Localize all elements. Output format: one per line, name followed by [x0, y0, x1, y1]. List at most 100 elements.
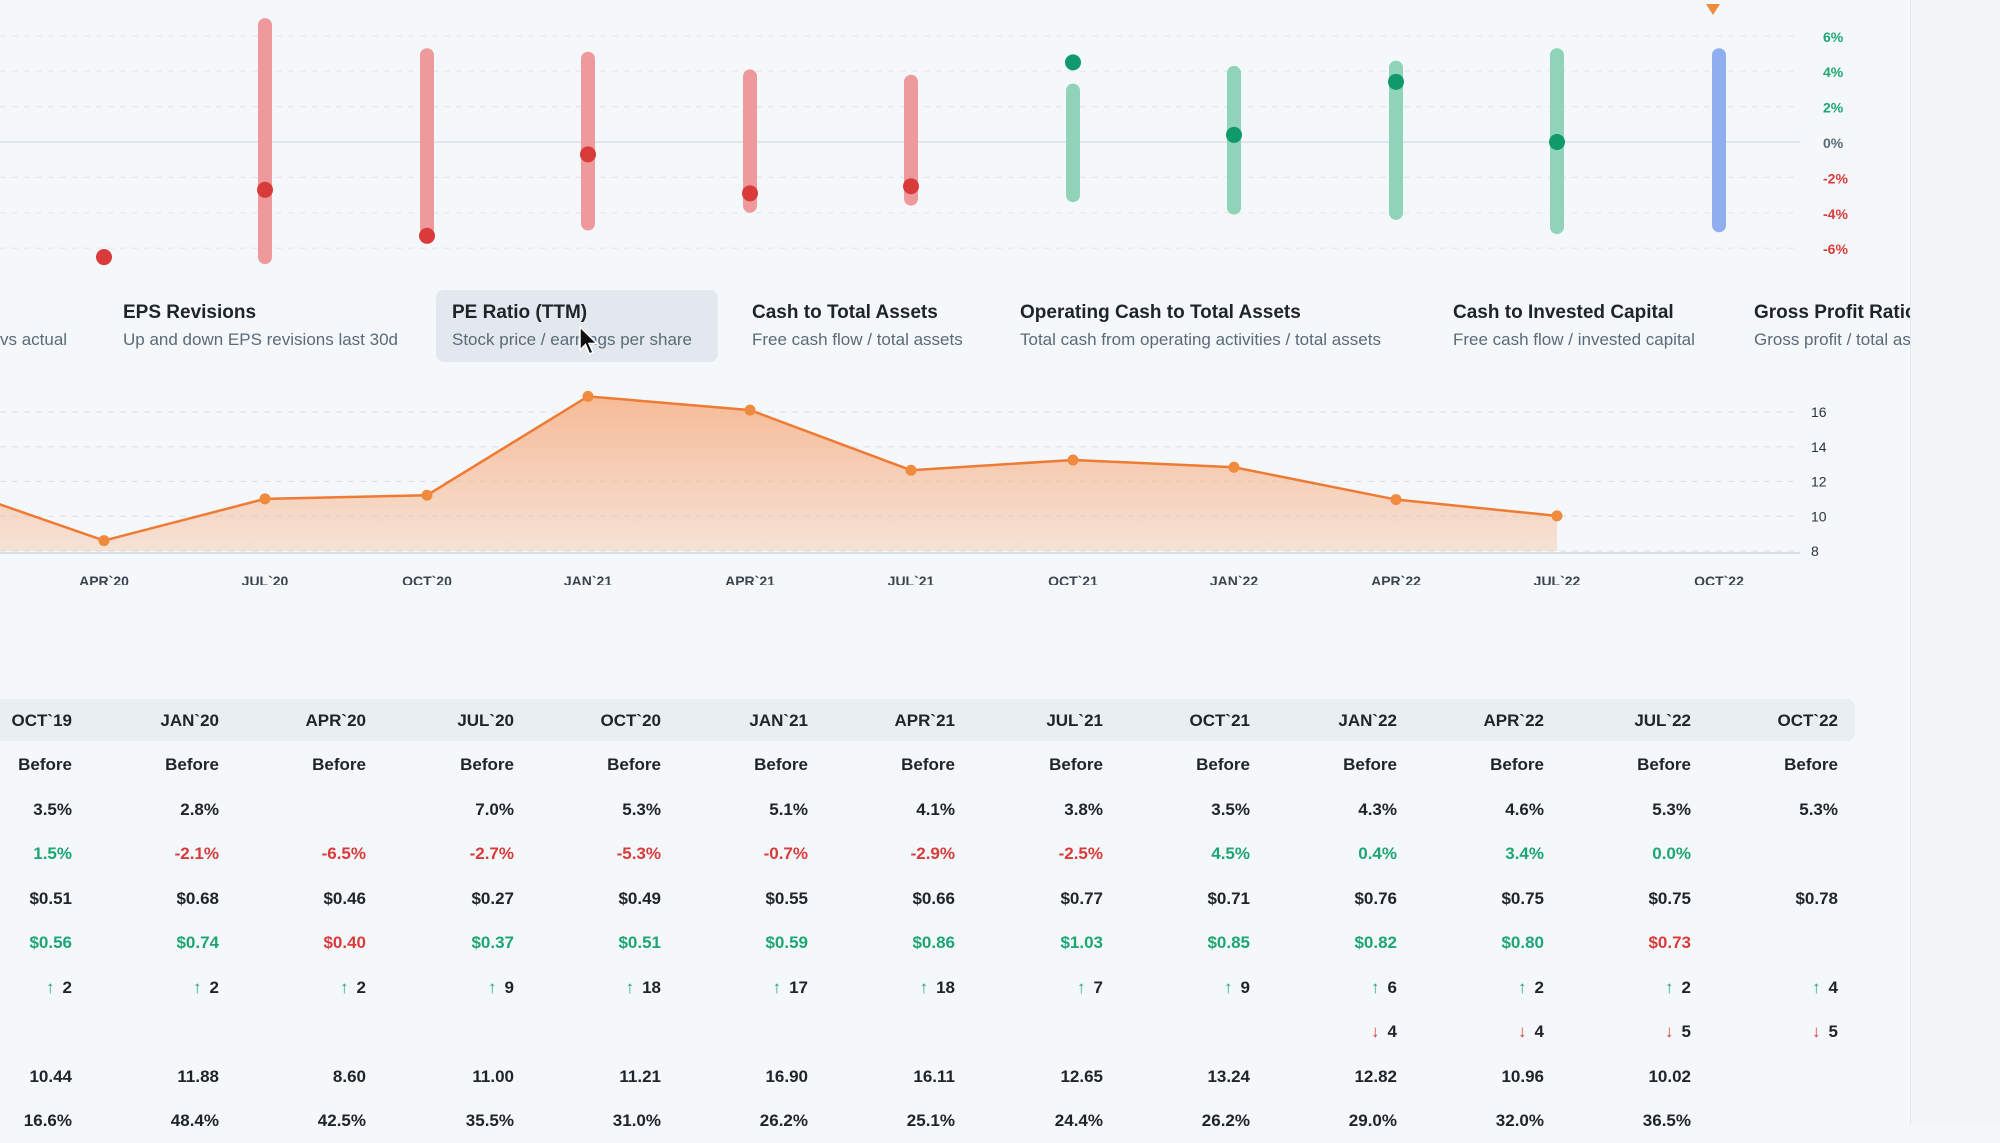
- revision-count: 6: [1387, 977, 1397, 997]
- table-cell: 16.90: [765, 1066, 808, 1086]
- revision-range-bar: [904, 74, 918, 206]
- y-tick-label: 12: [1811, 474, 1827, 490]
- pe-point: [1551, 510, 1563, 522]
- pe-ratio-chart: 16 14 12 10 8 APR`20 JUL`20 OCT`20 JAN`21 APR`21 J…: [0, 390, 1827, 585]
- table-row: 16.6% 48.4% 42.5% 35.5% 31.0% 26.2% 25.1% 24.4%…: [0, 1099, 1910, 1143]
- table-cell: $0.37: [471, 933, 514, 952]
- pe-point: [905, 464, 917, 476]
- table-cell: $0.56: [29, 933, 72, 952]
- metric-title: Gross Profit Ratio: [1754, 302, 1910, 323]
- arrow-up-icon: ↑: [625, 977, 635, 997]
- table-header: OCT`19 JAN`20 APR`20 JUL`20 OCT`20 JAN`21 APR`…: [0, 699, 1855, 741]
- table-cell: ↑ 2: [246, 978, 366, 998]
- tab-cash-to-total-assets[interactable]: Cash to Total Assets Free cash flow / to…: [736, 290, 986, 362]
- table-cell: 10.44: [29, 1066, 72, 1086]
- column-header[interactable]: OCT`21: [1189, 711, 1250, 730]
- column-header[interactable]: JAN`21: [749, 711, 808, 730]
- table-cell: ↑ 9: [394, 978, 514, 998]
- x-tick-label: OCT`22: [1694, 573, 1744, 585]
- table-cell: $0.49: [618, 888, 661, 908]
- metric-subtitle: Free cash flow / invested capital: [1453, 330, 1695, 349]
- table-cell: $0.78: [1795, 888, 1838, 908]
- revision-range-bar: [1389, 60, 1403, 220]
- revision-count: 2: [1681, 977, 1691, 997]
- metric-title: PE Ratio (TTM): [452, 302, 588, 323]
- table-cell: 24.4%: [1054, 1111, 1103, 1130]
- column-header[interactable]: APR`22: [1483, 711, 1544, 730]
- table-cell: ↑ 2: [1571, 978, 1691, 998]
- y-tick-label: -2%: [1823, 170, 1848, 186]
- table-cell: Before: [1049, 755, 1103, 774]
- y-tick-label: 14: [1811, 439, 1827, 455]
- revision-range-bar: [743, 69, 757, 213]
- column-header[interactable]: OCT`22: [1777, 711, 1838, 730]
- table-cell: 26.2%: [759, 1111, 808, 1130]
- tab-operating-cash-to-total-assets[interactable]: Operating Cash to Total Assets Total cas…: [1004, 290, 1424, 362]
- y-tick-label: 16: [1811, 404, 1827, 420]
- table-cell: 4.3%: [1358, 799, 1397, 819]
- table-cell: 5.1%: [769, 799, 808, 819]
- x-tick-label: JUL`20: [242, 573, 289, 585]
- x-tick-label: JAN`22: [1210, 573, 1258, 585]
- revision-count: 5: [1681, 1022, 1691, 1041]
- arrow-up-icon: ↑: [340, 977, 349, 997]
- column-header[interactable]: JUL`21: [1046, 711, 1103, 730]
- table-row: Before Before Before Before Before Before Befo…: [0, 743, 1910, 787]
- column-header[interactable]: JAN`20: [160, 711, 219, 730]
- table-cell: 29.0%: [1348, 1111, 1397, 1130]
- tab-previous-metric[interactable]: vs actual: [0, 290, 94, 362]
- metric-tabs: vs actual EPS Revisions Up and down EPS …: [0, 290, 1910, 368]
- table-cell: $0.55: [765, 888, 808, 908]
- revision-dot: [742, 185, 758, 202]
- table-cell: $0.59: [765, 933, 808, 952]
- table-cell: 5.3%: [622, 799, 661, 819]
- table-cell: $0.80: [1501, 933, 1544, 952]
- column-header[interactable]: JUL`22: [1634, 711, 1691, 730]
- table-cell: $0.75: [1501, 888, 1544, 908]
- arrow-up-icon: ↑: [1371, 977, 1380, 997]
- column-header[interactable]: OCT`20: [600, 711, 661, 730]
- column-header[interactable]: APR`20: [305, 711, 366, 730]
- table-cell: 11.88: [177, 1066, 219, 1086]
- tab-eps-revisions[interactable]: EPS Revisions Up and down EPS revisions …: [107, 290, 427, 362]
- table-cell: -5.3%: [616, 844, 661, 863]
- metric-subtitle: Stock price / earnings per share: [452, 330, 693, 349]
- table-cell: $0.75: [1648, 888, 1691, 908]
- y-tick-label: 6%: [1823, 29, 1844, 45]
- metric-title: EPS Revisions: [123, 302, 257, 323]
- table-cell: ↑ 18: [835, 978, 955, 998]
- y-tick-label: 0%: [1823, 135, 1844, 151]
- column-header[interactable]: APR`21: [894, 711, 955, 730]
- column-header[interactable]: JAN`22: [1338, 711, 1397, 730]
- pe-point: [259, 493, 271, 505]
- arrow-up-icon: ↑: [488, 977, 497, 997]
- table-cell: 16.6%: [23, 1111, 72, 1130]
- column-header[interactable]: OCT`19: [11, 711, 72, 730]
- revision-dot: [903, 178, 919, 195]
- table-cell: ↑ 9: [1130, 978, 1250, 998]
- x-tick-label: APR`21: [725, 573, 775, 585]
- pe-point: [98, 535, 110, 547]
- table-row: $0.51 $0.68 $0.46 $0.27 $0.49 $0.55 $0.66 $0.77…: [0, 877, 1910, 921]
- table-cell: 10.02: [1648, 1066, 1691, 1086]
- revision-dot: [1065, 54, 1081, 71]
- revision-count: 4: [1534, 1022, 1544, 1041]
- tab-gross-profit-ratio[interactable]: Gross Profit Ratio Gross profit / total …: [1738, 290, 1910, 362]
- table-cell: 5.3%: [1799, 799, 1838, 819]
- revision-count: 5: [1828, 1022, 1838, 1041]
- current-period-marker-icon: [1706, 4, 1720, 15]
- tab-cash-to-invested-capital[interactable]: Cash to Invested Capital Free cash flow …: [1437, 290, 1727, 362]
- table-cell: 36.5%: [1642, 1111, 1691, 1130]
- mouse-cursor-icon: [579, 326, 599, 355]
- table-cell: 32.0%: [1495, 1111, 1544, 1130]
- table-row: 10.44 11.88 8.60 11.00 11.21 16.90 16.11 12.65 1…: [0, 1055, 1910, 1099]
- pe-area-fill: [0, 396, 1557, 551]
- tab-pe-ratio[interactable]: PE Ratio (TTM) Stock price / earnings pe…: [436, 290, 718, 362]
- column-header[interactable]: JUL`20: [457, 711, 514, 730]
- arrow-up-icon: ↑: [1665, 977, 1674, 997]
- table-cell: 3.5%: [33, 799, 72, 819]
- table-cell: ↑ 2: [1424, 978, 1544, 998]
- table-cell: 12.65: [1060, 1066, 1103, 1086]
- table-cell: 0.0%: [1652, 844, 1691, 863]
- table-row: 1.5% -2.1% -6.5% -2.7% -5.3% -0.7% -2.9% -2.5% 4…: [0, 832, 1910, 876]
